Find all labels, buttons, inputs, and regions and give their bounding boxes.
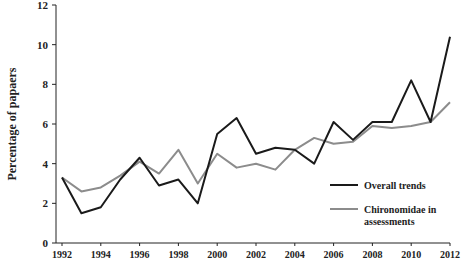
legend-swatch [330,208,358,210]
y-axis-label: Percentage of papaers [5,67,19,180]
x-tick [62,243,63,246]
x-tick-label: 2004 [285,249,305,260]
x-tick-label: 1992 [52,249,72,260]
y-tick [52,84,56,85]
y-tick-label: 0 [43,237,49,249]
x-tick-label: 2002 [246,249,266,260]
y-tick-label: 10 [37,39,49,51]
y-tick [52,163,56,164]
y-tick [52,124,56,125]
chart: 0 2 4 6 8 10 12 1992 1994 1996 1998 2000 2002 2004 200… [0,0,464,262]
x-tick-label: 2012 [440,249,460,260]
x-tick-label: 2008 [362,249,382,260]
y-tick-label: 6 [43,118,49,130]
y-tick-label: 12 [37,0,49,11]
x-tick [217,243,218,246]
x-tick [450,243,451,246]
x-axis [56,243,450,244]
x-tick-label: 2006 [324,249,344,260]
x-tick [411,243,412,246]
legend-label: Chironomidae inassessments [364,204,437,227]
x-tick [178,243,179,246]
x-tick [333,243,334,246]
legend-label-line: Chironomidae in [364,204,437,215]
y-tick [52,44,56,45]
legend-label: Overall trends [364,180,426,191]
y-tick-label: 2 [43,197,49,209]
legend-label-line: assessments [364,216,415,227]
y-tick [52,203,56,204]
x-tick-label: 1996 [130,249,150,260]
series-line [62,37,450,214]
y-tick [52,5,56,6]
y-tick-label: 4 [43,158,49,170]
x-tick [256,243,257,246]
legend-swatch [330,184,358,186]
x-tick-label: 1998 [168,249,188,260]
plot-area [62,37,450,214]
x-tick [139,243,140,246]
x-tick-label: 1994 [91,249,111,260]
x-tick-label: 2000 [207,249,227,260]
legend-label-line: Overall trends [364,180,426,191]
x-tick-label: 2010 [401,249,421,260]
y-tick [52,243,56,244]
x-tick [100,243,101,246]
x-tick [294,243,295,246]
y-tick-label: 8 [43,78,49,90]
x-tick [372,243,373,246]
